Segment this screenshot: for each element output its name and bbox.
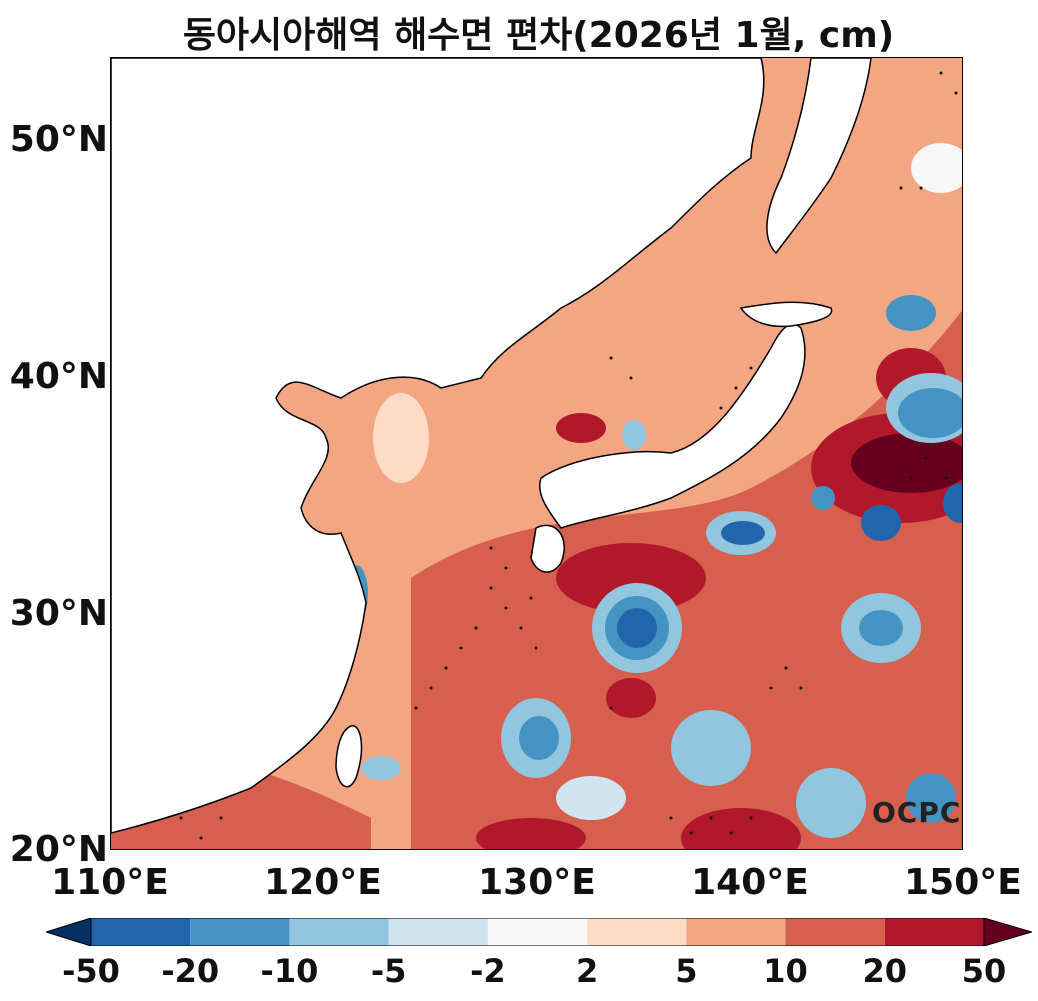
cold-eddy-6 — [861, 505, 901, 541]
colorbar-cells — [46, 918, 1032, 946]
colorbar-cell — [785, 918, 885, 946]
colorbar-tick-label: 10 — [763, 952, 808, 990]
y-tick-30n: 30°N — [9, 593, 108, 634]
colorbar-extend-max — [983, 918, 1032, 946]
colorbar-tick-label: 2 — [575, 952, 599, 990]
china-korea-landmass — [111, 58, 765, 834]
colorbar-tick-label: 20 — [862, 952, 908, 990]
yellow-sea-pale — [373, 393, 429, 483]
japan-hokkaido — [739, 301, 833, 328]
shikoku-basin-high — [556, 543, 706, 613]
colorbar-tick-label: 5 — [675, 952, 698, 990]
colorbar-tick-label: -20 — [161, 952, 220, 990]
cold-eddy-9-core — [859, 610, 903, 646]
y-tick-40n: 40°N — [9, 356, 108, 397]
cold-eddy-core — [617, 608, 657, 648]
significance-stippling — [179, 71, 958, 840]
colorbar-extend-min — [46, 918, 92, 946]
colorbar-cell — [289, 918, 389, 946]
cold-eddy-3 — [671, 710, 751, 786]
colorbar-tick-label: -10 — [260, 952, 319, 990]
colorbar-cell — [487, 918, 588, 946]
map-title: 동아시아해역 해수면 편차(2026년 1월, cm) — [182, 15, 895, 56]
cold-eddy-2-core — [519, 716, 559, 760]
colorbar-tick-label: -50 — [62, 952, 120, 990]
south-high-west — [476, 818, 586, 849]
colorbar-cell — [388, 918, 488, 946]
colorbar-tick-label: -2 — [470, 952, 506, 990]
colorbar — [46, 918, 1032, 946]
neutral-patch-1 — [556, 776, 626, 820]
japan-kyushu — [530, 524, 565, 573]
colorbar-cell — [91, 918, 191, 946]
colorbar-cell — [884, 918, 984, 946]
colorbar-tick-label: -5 — [370, 952, 407, 990]
sea-level-anomaly-map — [110, 57, 963, 850]
ocpc-watermark: OCPC — [872, 796, 962, 829]
anomaly-field — [111, 58, 962, 849]
cold-eddy-7 — [811, 486, 835, 510]
neutral-patch-2 — [911, 143, 962, 193]
y-tick-20n: 20°N — [9, 829, 108, 870]
colorbar-cell — [190, 918, 290, 946]
y-tick-50n: 50°N — [9, 119, 108, 160]
sakhalin-island — [766, 58, 872, 255]
cold-eddy-11 — [796, 768, 866, 838]
x-tick-150e: 150°E — [904, 862, 1022, 903]
colorbar-frame — [90, 918, 985, 946]
x-tick-120e: 120°E — [264, 862, 382, 903]
cold-eddy-12 — [906, 773, 956, 823]
x-tick-140e: 140°E — [691, 862, 809, 903]
cold-eddy-13 — [361, 756, 401, 780]
x-tick-110e: 110°E — [51, 862, 169, 903]
east-sea-low — [622, 420, 646, 450]
east-sea-high — [556, 413, 606, 443]
cold-eddy-8 — [943, 483, 962, 523]
small-high-1 — [606, 678, 656, 718]
colorbar-cell — [686, 918, 786, 946]
x-tick-130e: 130°E — [478, 862, 596, 903]
cold-eddy-4-core — [721, 521, 765, 545]
colorbar-tick-label: 50 — [961, 952, 1007, 990]
taiwan-island — [335, 725, 363, 788]
kuroshio-extension-peak — [851, 433, 962, 493]
colorbar-cell — [587, 918, 687, 946]
japan-honshu — [539, 323, 806, 529]
cold-eddy-10 — [886, 295, 936, 331]
cold-eddy-5-core — [898, 388, 962, 438]
